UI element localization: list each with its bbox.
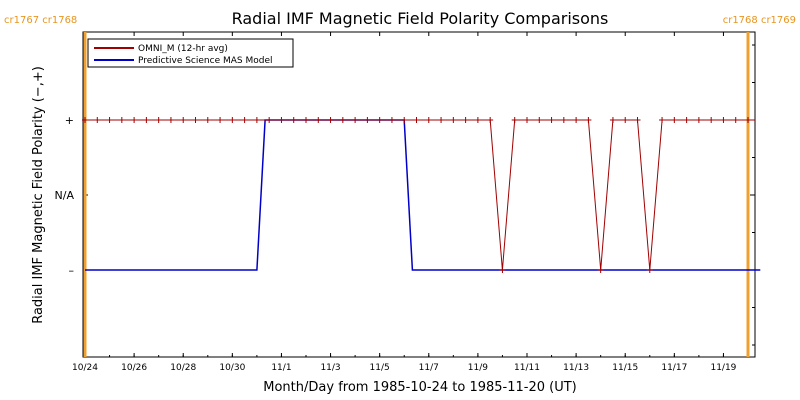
data-point-omni xyxy=(597,267,604,273)
x-tick-label: 10/30 xyxy=(219,363,245,373)
x-tick-label: 11/11 xyxy=(514,363,540,373)
data-point-omni xyxy=(462,117,469,123)
data-point-omni xyxy=(327,117,334,123)
data-point-omni xyxy=(167,117,174,123)
data-point-omni xyxy=(204,117,211,123)
data-point-omni xyxy=(646,267,653,273)
data-point-omni xyxy=(524,117,530,123)
data-point-omni xyxy=(217,117,224,123)
data-point-omni xyxy=(143,117,150,123)
data-point-omni xyxy=(720,117,727,123)
x-tick-label: 11/5 xyxy=(370,363,390,373)
x-tick-label: 11/3 xyxy=(320,363,340,373)
data-point-omni xyxy=(131,117,138,123)
data-point-omni xyxy=(560,117,567,123)
series-line-omni xyxy=(85,119,755,271)
data-point-omni xyxy=(671,117,678,123)
data-point-omni xyxy=(155,117,162,123)
data-point-omni xyxy=(180,117,187,123)
x-tick-label: 11/15 xyxy=(612,363,638,373)
x-axis-label: Month/Day from 1985-10-24 to 1985-11-20 … xyxy=(263,380,576,395)
data-point-omni xyxy=(438,117,445,123)
legend: OMNI_M (12-hr avg) Predictive Science MA… xyxy=(87,38,294,68)
rotation-label-left: cr1767 cr1768 xyxy=(4,15,77,26)
data-point-omni xyxy=(622,117,629,123)
data-point-omni xyxy=(303,117,309,123)
data-point-omni xyxy=(425,117,432,123)
legend-label-omni: OMNI_M (12-hr avg) xyxy=(138,44,228,54)
data-point-omni xyxy=(745,117,751,123)
y-axis-label: Radial IMF Magnetic Field Polarity (−,+) xyxy=(31,66,46,324)
data-point-omni xyxy=(585,117,592,123)
data-point-omni xyxy=(94,117,101,123)
data-point-omni xyxy=(499,267,506,273)
x-tick-label: 11/1 xyxy=(271,363,291,373)
y-tick-label: + xyxy=(65,114,74,127)
y-tick-label: – xyxy=(69,264,75,277)
x-tick-label: 11/7 xyxy=(419,363,439,373)
data-point-omni xyxy=(695,117,702,123)
data-point-omni xyxy=(634,117,641,123)
data-point-omni xyxy=(536,117,543,123)
data-point-omni xyxy=(278,117,285,123)
data-point-omni xyxy=(253,117,260,123)
y-tick-label: N/A xyxy=(55,189,75,202)
x-tick-label: 10/26 xyxy=(121,363,147,373)
series-line-mas xyxy=(85,119,761,271)
data-point-omni xyxy=(548,117,555,123)
data-point-omni xyxy=(659,117,666,123)
data-point-omni xyxy=(118,117,125,123)
data-point-omni xyxy=(82,117,88,123)
data-point-omni xyxy=(487,117,494,123)
data-point-omni xyxy=(106,117,113,123)
x-tick-label: 11/13 xyxy=(563,363,589,373)
data-point-omni xyxy=(376,117,383,123)
data-point-omni xyxy=(229,117,236,123)
legend-box xyxy=(87,38,294,68)
data-point-omni xyxy=(388,117,395,123)
data-point-omni xyxy=(413,117,420,123)
data-point-omni xyxy=(352,117,359,123)
x-tick-label: 10/28 xyxy=(170,363,196,373)
data-point-omni xyxy=(364,117,371,123)
data-point-omni xyxy=(708,117,715,123)
data-point-omni xyxy=(450,117,457,123)
data-point-omni xyxy=(732,117,739,123)
data-point-omni xyxy=(683,117,690,123)
x-tick-label: 11/9 xyxy=(468,363,488,373)
x-tick-label: 11/17 xyxy=(661,363,687,373)
data-point-omni xyxy=(192,117,199,123)
x-tick-label: 10/24 xyxy=(72,363,98,373)
data-point-omni xyxy=(474,117,481,123)
rotation-label-right: cr1768 cr1769 xyxy=(723,15,796,26)
data-point-omni xyxy=(315,117,322,123)
plot-frame xyxy=(82,31,756,358)
chart-title: Radial IMF Magnetic Field Polarity Compa… xyxy=(232,9,609,28)
data-point-omni xyxy=(339,117,346,123)
x-tick-label: 11/19 xyxy=(710,363,736,373)
data-point-omni xyxy=(290,117,297,123)
data-point-omni xyxy=(241,117,248,123)
data-point-omni xyxy=(609,117,616,123)
legend-label-mas: Predictive Science MAS Model xyxy=(138,56,273,66)
data-point-omni xyxy=(401,117,408,123)
data-point-omni xyxy=(511,117,518,123)
data-point-omni xyxy=(573,117,580,123)
data-point-omni xyxy=(266,117,273,123)
